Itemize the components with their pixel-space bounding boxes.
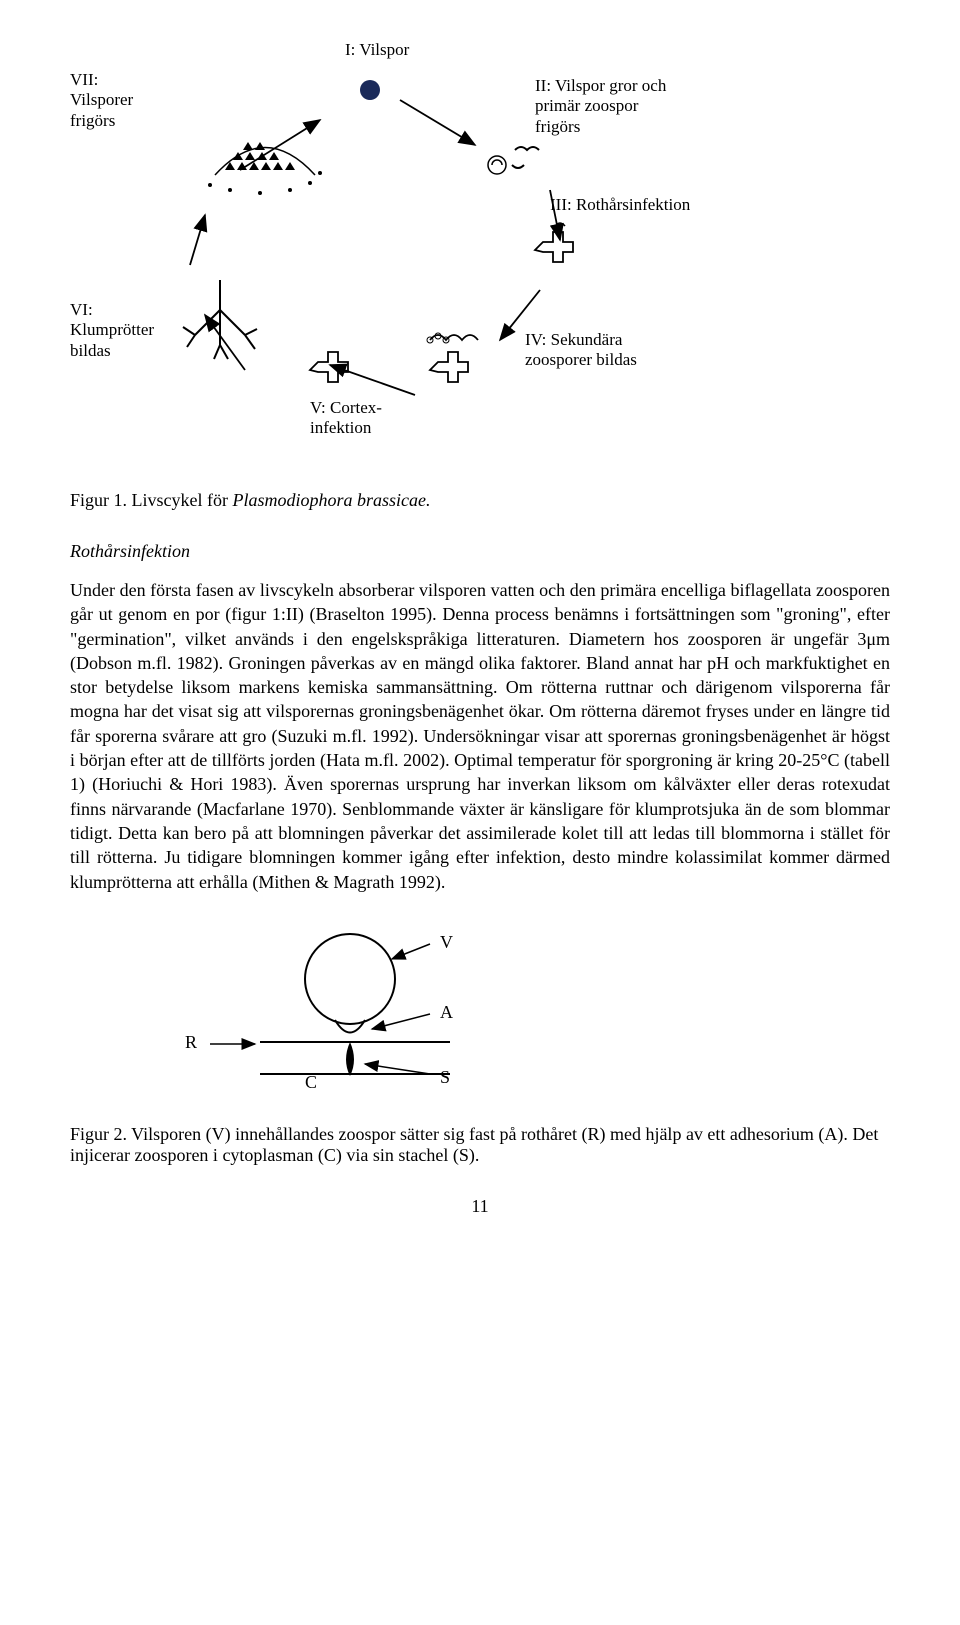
fig1-drawing <box>70 40 890 470</box>
figure-1-caption: Figur 1. Livscykel för Plasmodiophora br… <box>70 490 890 511</box>
fig2-label-R: R <box>185 1032 197 1053</box>
fig1-caption-species: Plasmodiophora brassicae. <box>232 490 430 510</box>
figure-2: V A S R C <box>70 924 890 1114</box>
figure-1: I: Vilspor II: Vilspor gror och primär z… <box>70 40 890 470</box>
page-number: 11 <box>70 1196 890 1217</box>
fig1-caption-lead: Figur 1. Livscykel för <box>70 490 232 510</box>
fig2-label-A: A <box>440 1002 453 1023</box>
fig2-drawing <box>170 924 670 1104</box>
body-paragraph: Under den första fasen av livscykeln abs… <box>70 578 890 894</box>
section-heading: Rothårsinfektion <box>70 541 890 562</box>
figure-2-caption: Figur 2. Vilsporen (V) innehållandes zoo… <box>70 1124 890 1166</box>
fig2-label-S: S <box>440 1067 450 1088</box>
fig2-label-C: C <box>305 1072 317 1093</box>
fig2-label-V: V <box>440 932 453 953</box>
